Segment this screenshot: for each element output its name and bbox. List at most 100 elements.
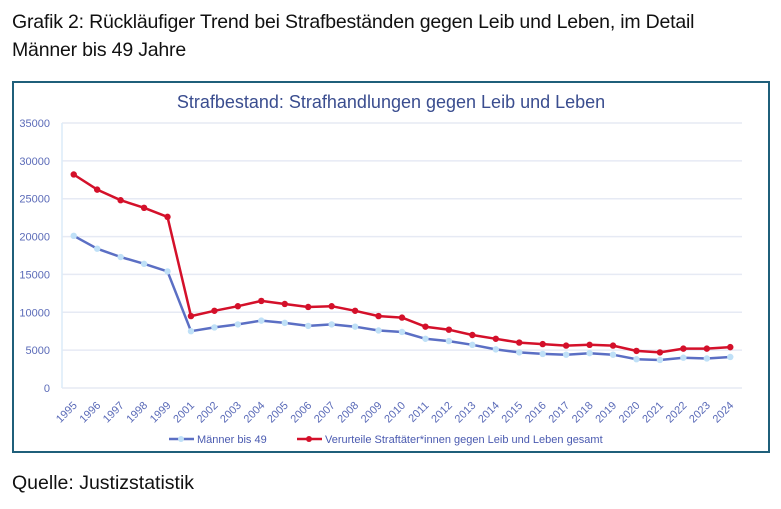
data-point-series-0 — [281, 319, 288, 327]
data-point-series-0 — [492, 346, 499, 353]
data-point-series-0 — [586, 349, 593, 357]
x-tick-label: 2008 — [335, 400, 361, 426]
y-tick-label: 5000 — [26, 345, 50, 357]
x-tick-label: 2015 — [500, 400, 526, 426]
data-point-series-0 — [516, 349, 523, 356]
data-point-series-1 — [117, 197, 124, 204]
data-point-series-1 — [234, 303, 242, 310]
chart-frame: Strafbestand: Strafhandlungen gegen Leib… — [12, 81, 770, 453]
gridlines — [61, 122, 742, 389]
x-tick-label: 1997 — [101, 400, 127, 426]
data-point-series-1 — [445, 326, 453, 333]
data-point-series-0 — [328, 321, 335, 328]
data-point-series-1 — [562, 342, 570, 349]
data-point-series-0 — [680, 354, 687, 361]
data-point-series-1 — [211, 307, 218, 314]
data-point-series-1 — [164, 213, 171, 221]
x-tick-label: 2023 — [687, 400, 713, 426]
x-tick-label: 1999 — [148, 400, 174, 426]
x-tick-label: 2020 — [617, 400, 643, 426]
x-tick-label: 2021 — [640, 400, 666, 426]
y-tick-label: 25000 — [19, 194, 50, 206]
figure-heading-line2: Männer bis 49 Jahre — [12, 39, 186, 61]
x-tick-label: 2022 — [664, 400, 690, 426]
data-point-series-0 — [656, 356, 664, 364]
data-point-series-0 — [375, 327, 382, 334]
x-tick-label: 2006 — [289, 400, 315, 426]
y-axis-ticks: 0 5000 10000 15000 20000 25000 30000 35000 — [19, 118, 50, 395]
x-tick-label: 2012 — [429, 400, 455, 426]
x-tick-label: 2024 — [711, 400, 737, 426]
data-point-series-0 — [258, 317, 265, 324]
data-point-series-0 — [187, 328, 195, 335]
series-line-1 — [73, 173, 731, 354]
y-tick-label: 35000 — [19, 118, 50, 130]
x-tick-label: 2001 — [171, 400, 197, 426]
figure-heading: Grafik 2: Rückläufiger Trend bei Strafbe… — [12, 8, 694, 64]
legend: Männer bis 49 Verurteile Straftäter*inne… — [169, 434, 603, 446]
legend-label-gesamt: Verurteile Straftäter*innen gegen Leib u… — [325, 434, 603, 446]
x-tick-label: 2019 — [593, 400, 619, 426]
data-point-series-1 — [609, 342, 617, 349]
legend-swatch-marker-blue — [178, 436, 184, 442]
data-point-series-1 — [703, 345, 711, 352]
data-point-series-1 — [187, 312, 195, 320]
data-point-series-1 — [516, 339, 523, 346]
data-point-series-1 — [422, 323, 429, 330]
data-point-series-0 — [539, 350, 546, 358]
x-tick-label: 2007 — [312, 400, 338, 426]
data-point-series-0 — [140, 260, 148, 268]
data-point-series-0 — [703, 355, 711, 362]
x-tick-label: 2010 — [382, 400, 408, 426]
legend-item-gesamt: Verurteile Straftäter*innen gegen Leib u… — [297, 434, 603, 446]
x-tick-label: 2011 — [406, 400, 431, 425]
data-point-series-1 — [258, 297, 265, 305]
data-point-series-1 — [586, 341, 593, 349]
data-point-series-0 — [70, 232, 77, 240]
data-point-series-1 — [140, 204, 148, 211]
data-point-series-0 — [117, 253, 124, 261]
data-point-series-1 — [727, 343, 734, 351]
y-tick-label: 0 — [44, 383, 50, 395]
data-point-series-0 — [305, 322, 312, 330]
y-tick-label: 20000 — [19, 232, 50, 244]
data-point-series-0 — [445, 337, 453, 345]
data-point-series-1 — [328, 303, 335, 310]
data-point-series-1 — [281, 300, 288, 308]
x-tick-label: 2002 — [195, 400, 221, 426]
legend-label-maenner: Männer bis 49 — [197, 434, 267, 446]
x-tick-label: 2003 — [218, 400, 244, 426]
data-point-series-1 — [469, 331, 476, 339]
x-tick-label: 2017 — [546, 400, 572, 426]
x-axis-ticks: 1995199619971998199920012002200320042005… — [54, 400, 736, 426]
series-lines — [70, 171, 734, 364]
data-point-series-0 — [234, 321, 242, 328]
data-point-series-1 — [633, 347, 640, 355]
data-point-series-0 — [633, 356, 640, 363]
x-tick-label: 1996 — [77, 400, 103, 426]
x-tick-label: 2013 — [453, 400, 479, 426]
data-point-series-1 — [656, 349, 664, 356]
x-tick-label: 1995 — [54, 400, 80, 426]
source-note: Quelle: Justizstatistik — [12, 472, 195, 494]
data-point-series-0 — [93, 245, 101, 252]
data-point-series-0 — [398, 328, 406, 336]
x-tick-label: 1998 — [124, 400, 150, 426]
y-tick-label: 30000 — [19, 156, 50, 168]
legend-swatch-marker-red — [306, 436, 312, 442]
data-point-series-1 — [351, 307, 359, 314]
data-point-series-0 — [422, 335, 429, 342]
x-tick-label: 2014 — [476, 400, 502, 426]
data-point-series-1 — [680, 345, 687, 352]
data-point-series-1 — [375, 312, 382, 320]
data-point-series-0 — [727, 353, 734, 361]
data-point-series-0 — [562, 351, 570, 358]
chart-title: Strafbestand: Strafhandlungen gegen Leib… — [177, 92, 605, 112]
x-tick-label: 2016 — [523, 400, 549, 426]
x-tick-label: 2004 — [242, 400, 268, 426]
x-tick-label: 2018 — [570, 400, 596, 426]
series-line-0 — [73, 234, 731, 362]
data-point-series-1 — [539, 340, 546, 348]
data-point-series-0 — [211, 324, 218, 331]
x-tick-label: 2005 — [265, 400, 291, 426]
